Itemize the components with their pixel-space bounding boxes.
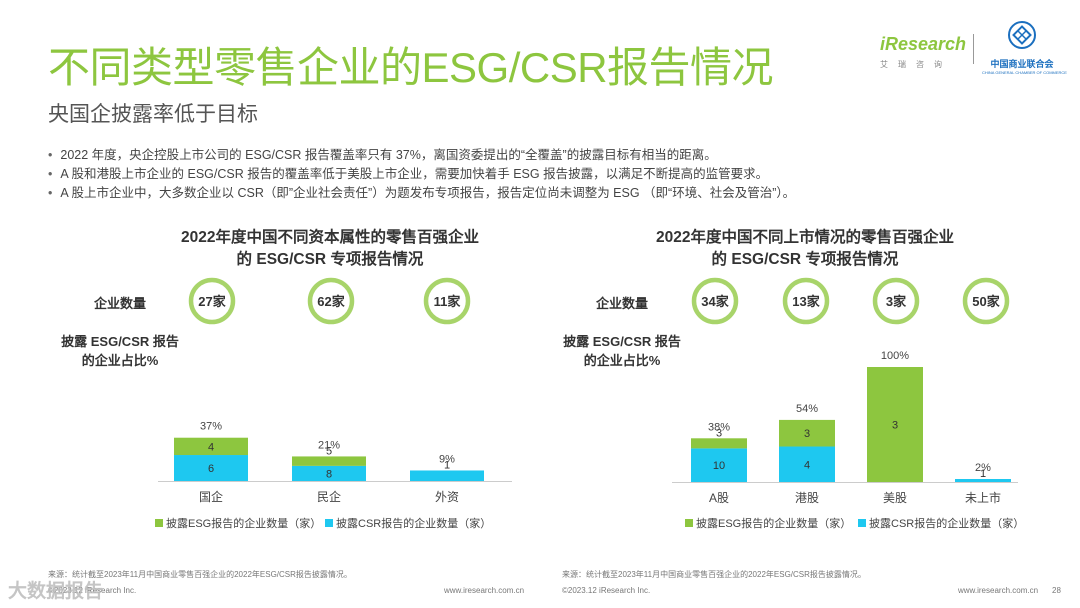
count-value-2: 34家 [701, 294, 729, 309]
chart-title-1: 的 ESG/CSR 专项报告情况 [237, 249, 424, 268]
count-value-1: 27家 [198, 294, 226, 309]
count-value-2: 13家 [792, 294, 820, 309]
count-circle-2 [782, 277, 830, 325]
iresearch-logo-word: iResearch [880, 34, 967, 54]
count-value-2: 50家 [972, 294, 1000, 309]
chart-title-2: 2022年度中国不同上市情况的零售百强企业 [656, 227, 954, 246]
csr-bar-2 [955, 479, 1011, 482]
esg-bar-2 [691, 438, 747, 449]
percent-label-2: 38% [708, 421, 730, 433]
legend-label-2: 披露ESG报告的企业数量（家） [696, 516, 851, 530]
esg-bar-1 [292, 456, 366, 466]
count-label-1: 企业数量 [93, 296, 146, 311]
legend-swatch-2 [685, 519, 693, 527]
watermark: 大数据报告 [8, 581, 104, 602]
ccc-logo: 中国商业联合会 CHINA GENERAL CHAMBER OF COMMERC… [982, 20, 1067, 75]
copyright-left: ©2023.12 iResearch Inc. [48, 586, 137, 595]
page-number: 28 [1052, 586, 1061, 595]
csr-value-1: 6 [208, 463, 214, 475]
esg-value-2: 3 [892, 420, 898, 432]
ccc-logo-en: CHINA GENERAL CHAMBER OF COMMERCE [982, 70, 1067, 75]
percent-label-2: 2% [975, 462, 991, 474]
percent-label-2: 54% [796, 403, 818, 415]
legend-swatch-1 [155, 519, 163, 527]
count-circle-1 [307, 277, 355, 325]
ratio-label-2: 的企业占比% [584, 353, 661, 368]
esg-value-1: 4 [208, 441, 214, 453]
url-right: www.iresearch.com.cn [958, 586, 1039, 595]
ratio-label-2: 披露 ESG/CSR 报告 [563, 334, 681, 349]
page-subtitle: 央国企披露率低于目标 [48, 103, 258, 126]
legend-swatch-1 [325, 519, 333, 527]
csr-bar-2 [779, 446, 835, 482]
category-label-1: 外资 [435, 490, 459, 504]
csr-bar-1 [292, 465, 366, 481]
ratio-label-1: 的企业占比% [82, 353, 159, 368]
percent-label-1: 37% [200, 421, 222, 433]
percent-label-2: 100% [881, 350, 909, 362]
bullet-list: 2022 年度，央企控股上市公司的 ESG/CSR 报告覆盖率只有 37%，离国… [48, 146, 1058, 203]
count-value-1: 62家 [317, 294, 345, 309]
csr-value-2: 4 [804, 459, 810, 471]
percent-label-1: 9% [439, 453, 455, 465]
iresearch-logo-sub: 艾瑞咨询 [880, 60, 952, 69]
legend-swatch-2 [858, 519, 866, 527]
bullet-item: A 股上市企业中，大多数企业以 CSR（即”企业社会责任”）为题发布专项报告，报… [48, 184, 1058, 203]
count-circle-2 [691, 277, 739, 325]
category-label-2: 美股 [883, 491, 907, 505]
esg-value-2: 3 [716, 427, 722, 439]
csr-value-2: 1 [980, 468, 986, 480]
csr-bar-1 [174, 455, 248, 481]
page-title: 不同类型零售企业的ESG/CSR报告情况 [48, 44, 774, 91]
bullet-item: A 股和港股上市企业的 ESG/CSR 报告的覆盖率低于美股上市企业，需要加快着… [48, 165, 1058, 184]
csr-value-2: 10 [713, 460, 725, 472]
logo-divider [973, 34, 974, 64]
count-value-2: 3家 [886, 294, 907, 309]
legend-label-1: 披露CSR报告的企业数量（家） [336, 516, 491, 530]
category-label-2: 港股 [795, 491, 819, 505]
ccc-logo-cn: 中国商业联合会 [990, 59, 1054, 69]
csr-bar-2 [691, 448, 747, 482]
esg-bar-1 [174, 437, 248, 456]
chart-title-1: 2022年度中国不同资本属性的零售百强企业 [181, 227, 479, 246]
ratio-label-1: 披露 ESG/CSR 报告 [61, 334, 179, 349]
chart-title-2: 的 ESG/CSR 专项报告情况 [712, 249, 899, 268]
esg-bar-2 [779, 419, 835, 447]
count-circle-2 [962, 277, 1010, 325]
esg-value-2: 3 [804, 428, 810, 440]
count-circle-2 [872, 277, 920, 325]
category-label-2: 未上市 [965, 490, 1001, 505]
legend-label-1: 披露ESG报告的企业数量（家） [166, 516, 321, 530]
ccc-emblem-icon [1008, 21, 1036, 49]
csr-value-1: 8 [326, 468, 332, 480]
category-label-1: 民企 [317, 489, 341, 504]
bullet-item: 2022 年度，央企控股上市公司的 ESG/CSR 报告覆盖率只有 37%，离国… [48, 146, 1058, 165]
category-label-1: 国企 [199, 489, 223, 504]
count-value-1: 11家 [434, 294, 462, 309]
percent-label-1: 21% [318, 439, 340, 451]
csr-value-1: 1 [444, 459, 450, 471]
count-label-2: 企业数量 [595, 296, 648, 311]
esg-bar-2 [867, 367, 923, 482]
url-left: www.iresearch.com.cn [444, 586, 525, 595]
category-label-2: A股 [709, 491, 729, 505]
count-circle-1 [188, 277, 236, 325]
count-circle-1 [423, 277, 471, 325]
source-note-right: 来源：统计截至2023年11月中国商业零售百强企业的2022年ESG/CSR报告… [562, 570, 866, 579]
legend-label-2: 披露CSR报告的企业数量（家） [869, 516, 1024, 530]
iresearch-logo: iResearch 艾瑞咨询 [880, 34, 967, 70]
copyright-right: ©2023.12 iResearch Inc. [562, 586, 651, 595]
source-note-left: 来源：统计截至2023年11月中国商业零售百强企业的2022年ESG/CSR报告… [48, 570, 352, 579]
csr-bar-1 [410, 470, 484, 481]
esg-value-1: 5 [326, 445, 332, 457]
